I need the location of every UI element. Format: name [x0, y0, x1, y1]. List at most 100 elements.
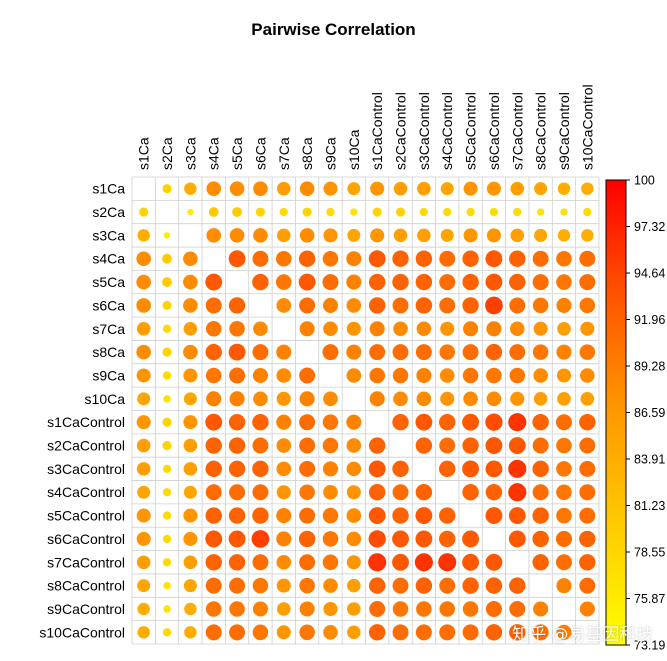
- correlation-point: [532, 554, 549, 571]
- correlation-point: [205, 484, 222, 501]
- correlation-point: [346, 344, 362, 360]
- correlation-point: [509, 250, 526, 267]
- correlation-point: [228, 250, 246, 268]
- correlation-point: [416, 601, 432, 617]
- correlation-point: [322, 414, 339, 430]
- correlation-point: [276, 228, 291, 243]
- correlation-point: [229, 367, 246, 384]
- correlation-point: [350, 208, 358, 216]
- correlation-point: [326, 207, 335, 217]
- correlation-point: [276, 625, 291, 640]
- row-label: s2Ca: [92, 204, 125, 220]
- correlation-point: [183, 462, 198, 476]
- correlation-point: [252, 460, 269, 478]
- correlation-point: [393, 321, 408, 337]
- correlation-point: [205, 273, 223, 291]
- correlation-point: [322, 461, 339, 477]
- correlation-point: [253, 321, 268, 337]
- correlation-point: [346, 508, 362, 523]
- correlation-point: [510, 391, 525, 406]
- correlation-point: [299, 577, 315, 594]
- correlation-point: [462, 484, 479, 501]
- correlation-point: [579, 484, 596, 501]
- correlation-point: [346, 531, 362, 547]
- correlation-point: [252, 507, 269, 524]
- correlation-point: [579, 413, 596, 431]
- colorbar-tick-label: 78.55: [634, 546, 665, 560]
- correlation-point: [276, 298, 292, 313]
- correlation-point: [463, 228, 478, 243]
- correlation-point: [229, 228, 245, 243]
- correlation-point: [557, 229, 571, 242]
- correlation-point: [534, 182, 548, 196]
- correlation-point: [392, 484, 409, 501]
- column-label: s5CaControl: [463, 92, 479, 170]
- correlation-point: [276, 391, 291, 406]
- correlation-point: [532, 484, 549, 501]
- correlation-point: [489, 207, 499, 217]
- correlation-point: [137, 485, 151, 499]
- correlation-point: [228, 297, 246, 314]
- correlation-point: [417, 228, 431, 243]
- column-label: s10CaControl: [579, 84, 595, 170]
- correlation-point: [508, 413, 527, 432]
- correlation-point: [392, 413, 409, 431]
- correlation-point: [581, 182, 594, 195]
- correlation-point: [485, 343, 503, 361]
- correlation-point: [556, 344, 572, 360]
- correlation-point: [347, 578, 361, 593]
- correlation-point: [252, 250, 269, 267]
- correlation-point: [163, 232, 171, 239]
- correlation-point: [415, 507, 433, 525]
- correlation-point: [508, 530, 526, 548]
- correlation-point: [346, 438, 362, 453]
- colorbar-tick-label: 91.96: [634, 313, 665, 327]
- row-label: s10CaControl: [39, 624, 125, 640]
- correlation-point: [206, 228, 222, 243]
- correlation-point: [183, 555, 198, 570]
- correlation-point: [205, 413, 223, 431]
- correlation-point: [228, 554, 246, 571]
- correlation-point: [323, 181, 338, 196]
- column-label: s5Ca: [229, 137, 245, 170]
- colorbar-tick-label: 94.64: [634, 267, 665, 281]
- correlation-point: [368, 297, 386, 314]
- correlation-point: [508, 459, 527, 478]
- correlation-point: [298, 530, 316, 548]
- correlation-point: [370, 228, 385, 243]
- row-label: s5Ca: [92, 274, 125, 290]
- correlation-point: [162, 417, 172, 427]
- correlation-point: [346, 298, 362, 313]
- chart-title: Pairwise Correlation: [251, 20, 416, 39]
- correlation-point: [183, 438, 198, 453]
- correlation-point: [137, 626, 150, 639]
- correlation-point: [228, 460, 246, 478]
- correlation-point: [228, 530, 246, 548]
- correlation-point: [416, 321, 432, 337]
- correlation-point: [162, 184, 172, 194]
- correlation-point: [162, 324, 172, 333]
- correlation-point: [322, 250, 339, 267]
- correlation-point: [392, 553, 409, 571]
- correlation-point: [557, 392, 571, 406]
- row-label: s8Ca: [92, 344, 125, 360]
- correlation-point: [346, 414, 362, 430]
- correlation-point: [299, 484, 315, 501]
- correlation-point: [415, 297, 433, 314]
- correlation-point: [136, 531, 151, 546]
- correlation-point: [532, 530, 549, 548]
- correlation-point: [579, 297, 596, 314]
- correlation-point: [184, 182, 197, 195]
- correlation-point: [162, 300, 172, 310]
- correlation-point: [439, 601, 456, 617]
- correlation-point: [253, 391, 268, 407]
- correlation-point: [183, 298, 198, 313]
- correlation-point: [415, 530, 433, 548]
- correlation-point: [299, 367, 316, 384]
- correlation-point: [415, 273, 433, 291]
- correlation-point: [439, 250, 456, 267]
- correlation-point: [368, 530, 386, 548]
- correlation-point: [139, 207, 149, 217]
- row-label: s3CaControl: [47, 461, 125, 477]
- correlation-point: [228, 413, 246, 431]
